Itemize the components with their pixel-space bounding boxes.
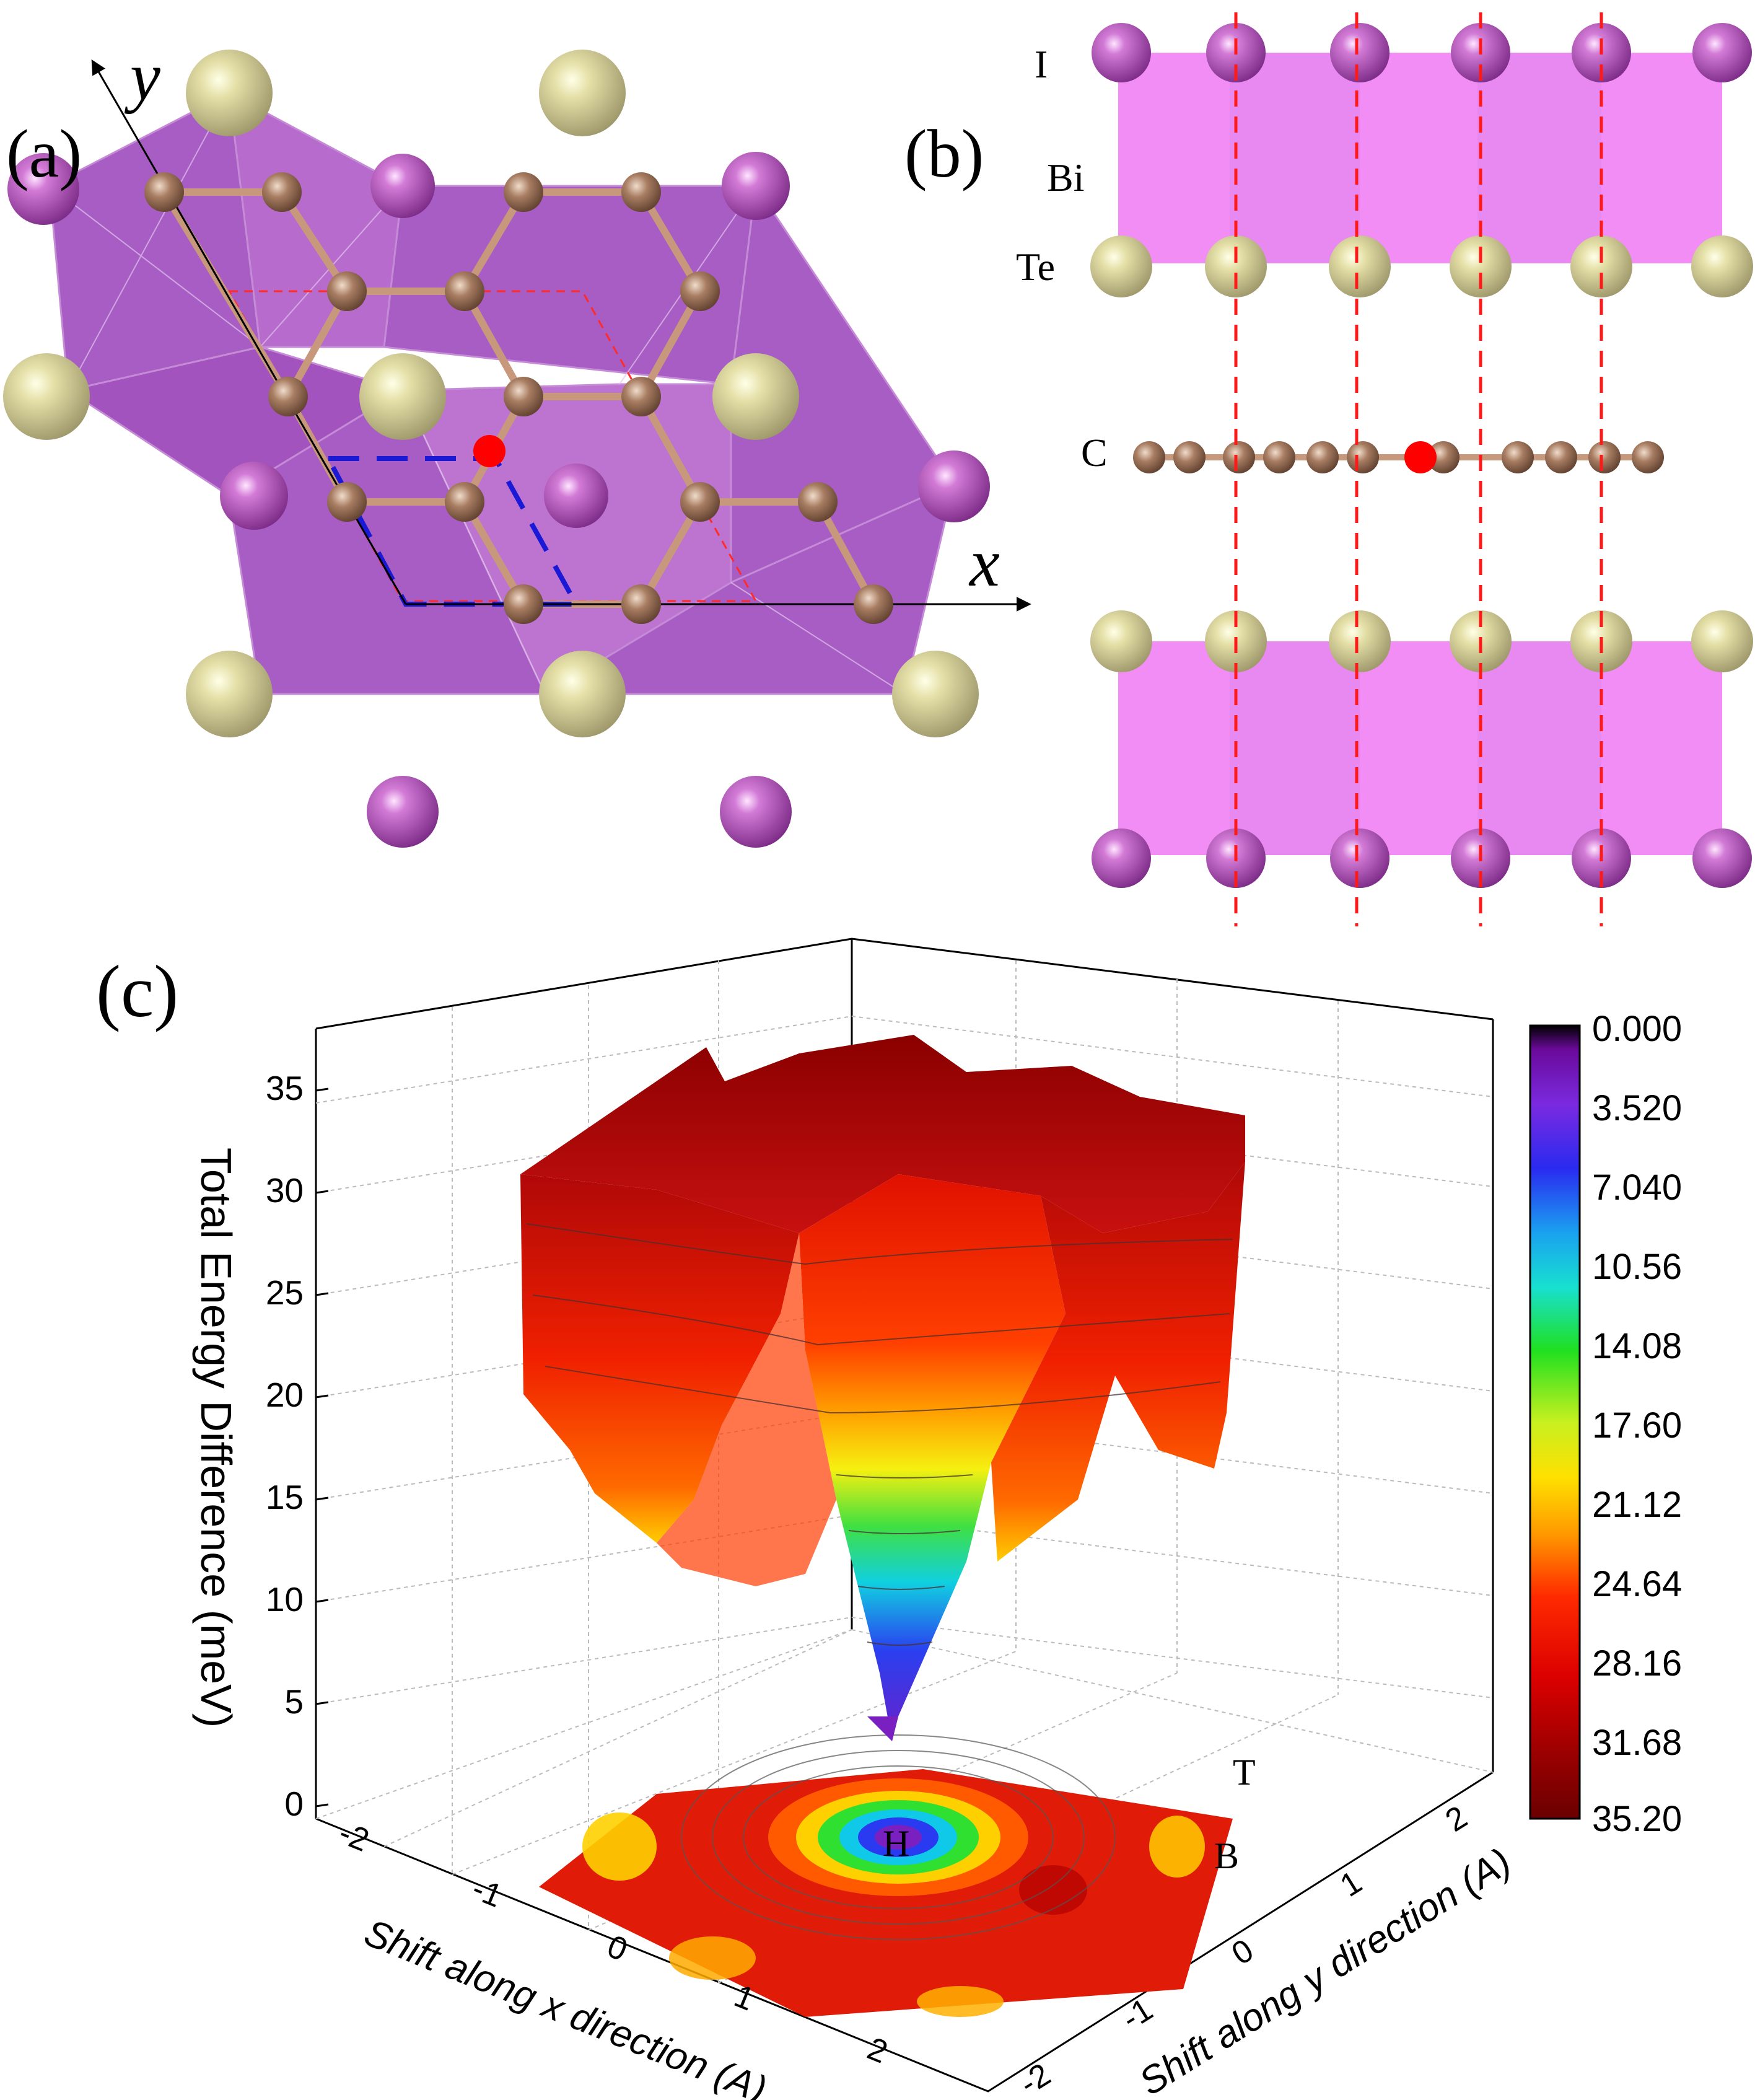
y-tick: -1 <box>1116 1992 1159 2037</box>
x-axis-label: x <box>968 525 1000 600</box>
colorbar-tick: 7.040 <box>1592 1167 1682 1208</box>
alignment-guides <box>1234 12 1603 926</box>
tellurium-atoms <box>3 50 979 737</box>
energy-surface <box>520 1035 1245 1741</box>
colorbar <box>1529 1024 1581 1820</box>
z-tick: 0 <box>284 1785 304 1823</box>
unit-cell-outline <box>324 456 580 607</box>
colorbar-tick: 0.000 <box>1592 1009 1682 1049</box>
y-tick: -2 <box>1013 2057 1057 2100</box>
bismuth-octahedra <box>48 91 956 696</box>
z-tick: 10 <box>266 1580 304 1619</box>
panel-b-label: (b) <box>904 116 984 191</box>
colorbar-tick: 21.12 <box>1592 1485 1682 1525</box>
z-tick: 15 <box>266 1478 304 1516</box>
colorbar-ticks: 0.000 3.520 7.040 10.56 14.08 17.60 21.1… <box>1592 1009 1682 1839</box>
z-tick: 20 <box>266 1376 304 1414</box>
bottom-layer-prisms <box>1118 641 1722 855</box>
y-tick: 2 <box>1439 1799 1473 1839</box>
layer-label-te: Te <box>1016 245 1055 289</box>
colorbar-tick: 24.64 <box>1592 1564 1682 1604</box>
top-tellurium-row <box>1090 235 1753 297</box>
panel-a-label: (a) <box>6 116 82 191</box>
x-tick: -2 <box>334 1815 374 1859</box>
panel-c-label: (c) <box>96 950 178 1032</box>
x-tick: 0 <box>602 1928 632 1969</box>
z-tick: 30 <box>266 1171 304 1210</box>
point-label-bridge: B <box>1214 1835 1239 1876</box>
colorbar-tick: 14.08 <box>1592 1326 1682 1366</box>
iodine-atoms <box>7 152 990 848</box>
layer-label-bi: Bi <box>1047 156 1084 200</box>
top-layer-prisms <box>1118 53 1722 263</box>
bottom-tellurium-row <box>1090 610 1753 672</box>
y-tick: 0 <box>1225 1932 1259 1972</box>
panel-b: (b) I Bi Te C <box>904 12 1753 926</box>
z-tick: 35 <box>266 1069 304 1107</box>
panel-c: (c) <box>96 938 1682 2100</box>
point-label-hollow: H <box>883 1823 909 1864</box>
y-axis-label: y <box>124 38 160 114</box>
adsorption-site-marker-side <box>1404 441 1437 473</box>
z-tick: 25 <box>266 1273 304 1312</box>
z-tick: 5 <box>284 1682 304 1721</box>
colorbar-tick: 3.520 <box>1592 1088 1682 1128</box>
z-axis-tickmarks <box>315 1087 329 1808</box>
colorbar-tick: 17.60 <box>1592 1405 1682 1446</box>
point-label-top: T <box>1233 1752 1256 1793</box>
x-tick: 1 <box>729 1978 759 2018</box>
z-axis-title: Total Energy Difference (meV) <box>192 1148 240 1728</box>
panel-a: (a) x y <box>3 38 1031 848</box>
colorbar-tick: 35.20 <box>1592 1799 1682 1839</box>
z-axis-ticks: 35 30 25 20 15 10 5 0 <box>266 1069 304 1823</box>
adsorption-site-marker <box>473 435 505 467</box>
contour-projection <box>539 1734 1233 2017</box>
carbon-chain-atoms <box>1133 441 1664 473</box>
layer-label-c: C <box>1081 431 1108 475</box>
y-tick: 1 <box>1334 1864 1368 1904</box>
x-tick: -1 <box>467 1871 507 1915</box>
layer-label-i: I <box>1035 42 1048 86</box>
colorbar-tick: 28.16 <box>1592 1643 1682 1684</box>
carbon-atoms <box>144 172 893 624</box>
colorbar-tick: 31.68 <box>1592 1723 1682 1763</box>
colorbar-tick: 10.56 <box>1592 1247 1682 1287</box>
